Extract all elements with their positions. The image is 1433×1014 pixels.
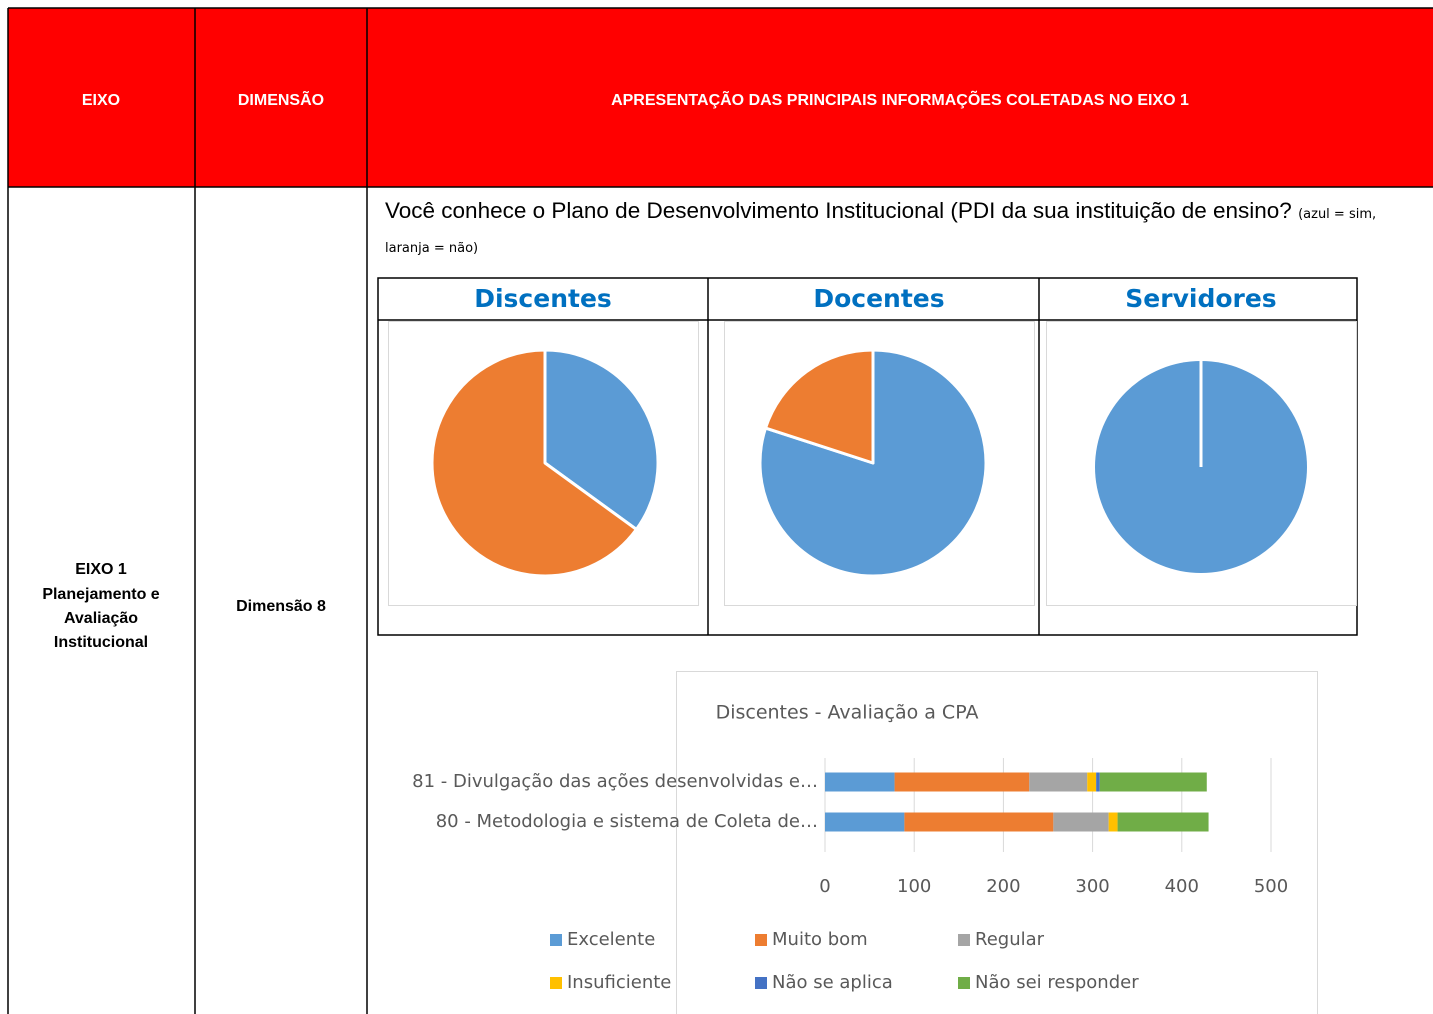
chart-title: Docentes [813, 284, 944, 313]
legend-swatch [550, 934, 562, 946]
bar-segment [904, 812, 1054, 832]
x-tick-label: 500 [1254, 876, 1288, 897]
bar-segment [825, 812, 905, 832]
header-band [8, 8, 1433, 187]
pie-slice [758, 348, 988, 578]
header-cell: DIMENSÃO [238, 89, 324, 109]
pie-slice [764, 348, 875, 465]
legend-swatch [958, 934, 970, 946]
question: Você conhece o Plano de Desenvolvimento … [385, 196, 1385, 264]
legend-swatch [755, 977, 767, 989]
legend-label: Insuficiente [567, 972, 671, 993]
question-note: (azul = sim, laranja = não) [385, 207, 1377, 256]
category-label: 81 - Divulgação das ações desenvolvidas … [412, 771, 818, 792]
legend-label: Não sei responder [975, 972, 1139, 993]
bar-segment [1029, 772, 1088, 792]
eixo-line: EIXO 1 [75, 561, 127, 578]
legend-label: Não se aplica [772, 972, 893, 993]
x-tick-label: 0 [819, 876, 830, 897]
chart-title: Discentes [474, 284, 612, 313]
x-tick-label: 400 [1165, 876, 1199, 897]
legend-swatch [550, 977, 562, 989]
chart-frame [388, 321, 699, 606]
bar-segment [1096, 772, 1100, 792]
legend-label: Muito bom [772, 929, 868, 950]
bar-segment [1117, 812, 1209, 832]
eixo-line: Planejamento e [42, 586, 159, 603]
chart-title: Servidores [1125, 284, 1276, 313]
legend-swatch [958, 977, 970, 989]
chart-frame [1046, 321, 1357, 606]
bar-segment [1108, 812, 1118, 832]
pie-slice [430, 348, 638, 578]
bar-segment [1099, 772, 1207, 792]
dimensao: Dimensão 8 [236, 598, 326, 615]
bar-segment [1087, 772, 1097, 792]
x-tick-label: 200 [986, 876, 1020, 897]
header-cell: EIXO [82, 92, 120, 109]
legend-swatch [755, 934, 767, 946]
bar-segment [1053, 812, 1109, 832]
chart-frame [724, 321, 1035, 606]
chart-frame [676, 671, 1318, 1014]
eixo-line: Institucional [54, 634, 148, 651]
x-tick-label: 300 [1075, 876, 1109, 897]
legend-label: Regular [975, 929, 1045, 950]
x-tick-label: 100 [897, 876, 931, 897]
bar-segment [894, 772, 1030, 792]
category-label: 80 - Metodologia e sistema de Coleta de… [436, 811, 818, 832]
pie-slice [543, 348, 660, 531]
legend-label: Excelente [567, 929, 655, 950]
question-text: Você conhece o Plano de Desenvolvimento … [385, 198, 1292, 223]
eixo-line: Avaliação [64, 610, 138, 627]
bar-segment [825, 772, 895, 792]
header-cell: APRESENTAÇÃO DAS PRINCIPAIS INFORMAÇÕES … [611, 89, 1189, 109]
chart-title: Discentes - Avaliação a CPA [716, 702, 979, 724]
